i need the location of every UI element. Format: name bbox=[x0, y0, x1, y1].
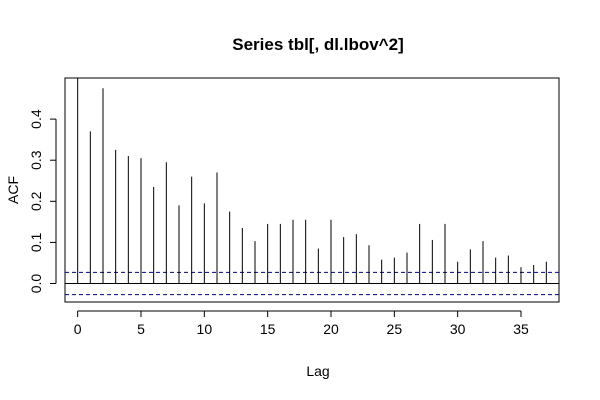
x-tick-label: 25 bbox=[387, 321, 403, 337]
x-tick-label: 5 bbox=[137, 321, 145, 337]
x-axis-label: Lag bbox=[306, 363, 329, 379]
y-tick-label: 0.3 bbox=[28, 150, 44, 170]
x-tick-label: 35 bbox=[513, 321, 529, 337]
plot-frame bbox=[64, 77, 560, 303]
y-tick-label: 0.0 bbox=[28, 274, 44, 294]
x-tick-label: 20 bbox=[323, 321, 339, 337]
y-axis-label: ACF bbox=[5, 176, 21, 204]
chart-title: Series tbl[, dl.lbov^2] bbox=[232, 35, 403, 54]
x-tick-label: 30 bbox=[450, 321, 466, 337]
y-tick-label: 0.1 bbox=[28, 232, 44, 252]
x-tick-label: 15 bbox=[260, 321, 276, 337]
acf-spikes bbox=[77, 78, 547, 284]
x-tick-label: 10 bbox=[197, 321, 213, 337]
y-tick-label: 0.4 bbox=[28, 109, 44, 129]
y-axis: 0.0 0.1 0.2 0.3 0.4 bbox=[28, 109, 57, 294]
x-axis: 0 5 10 15 20 25 30 35 bbox=[74, 310, 529, 337]
x-tick-label: 0 bbox=[74, 321, 82, 337]
y-tick-label: 0.2 bbox=[28, 191, 44, 211]
confidence-bounds bbox=[65, 271, 559, 296]
